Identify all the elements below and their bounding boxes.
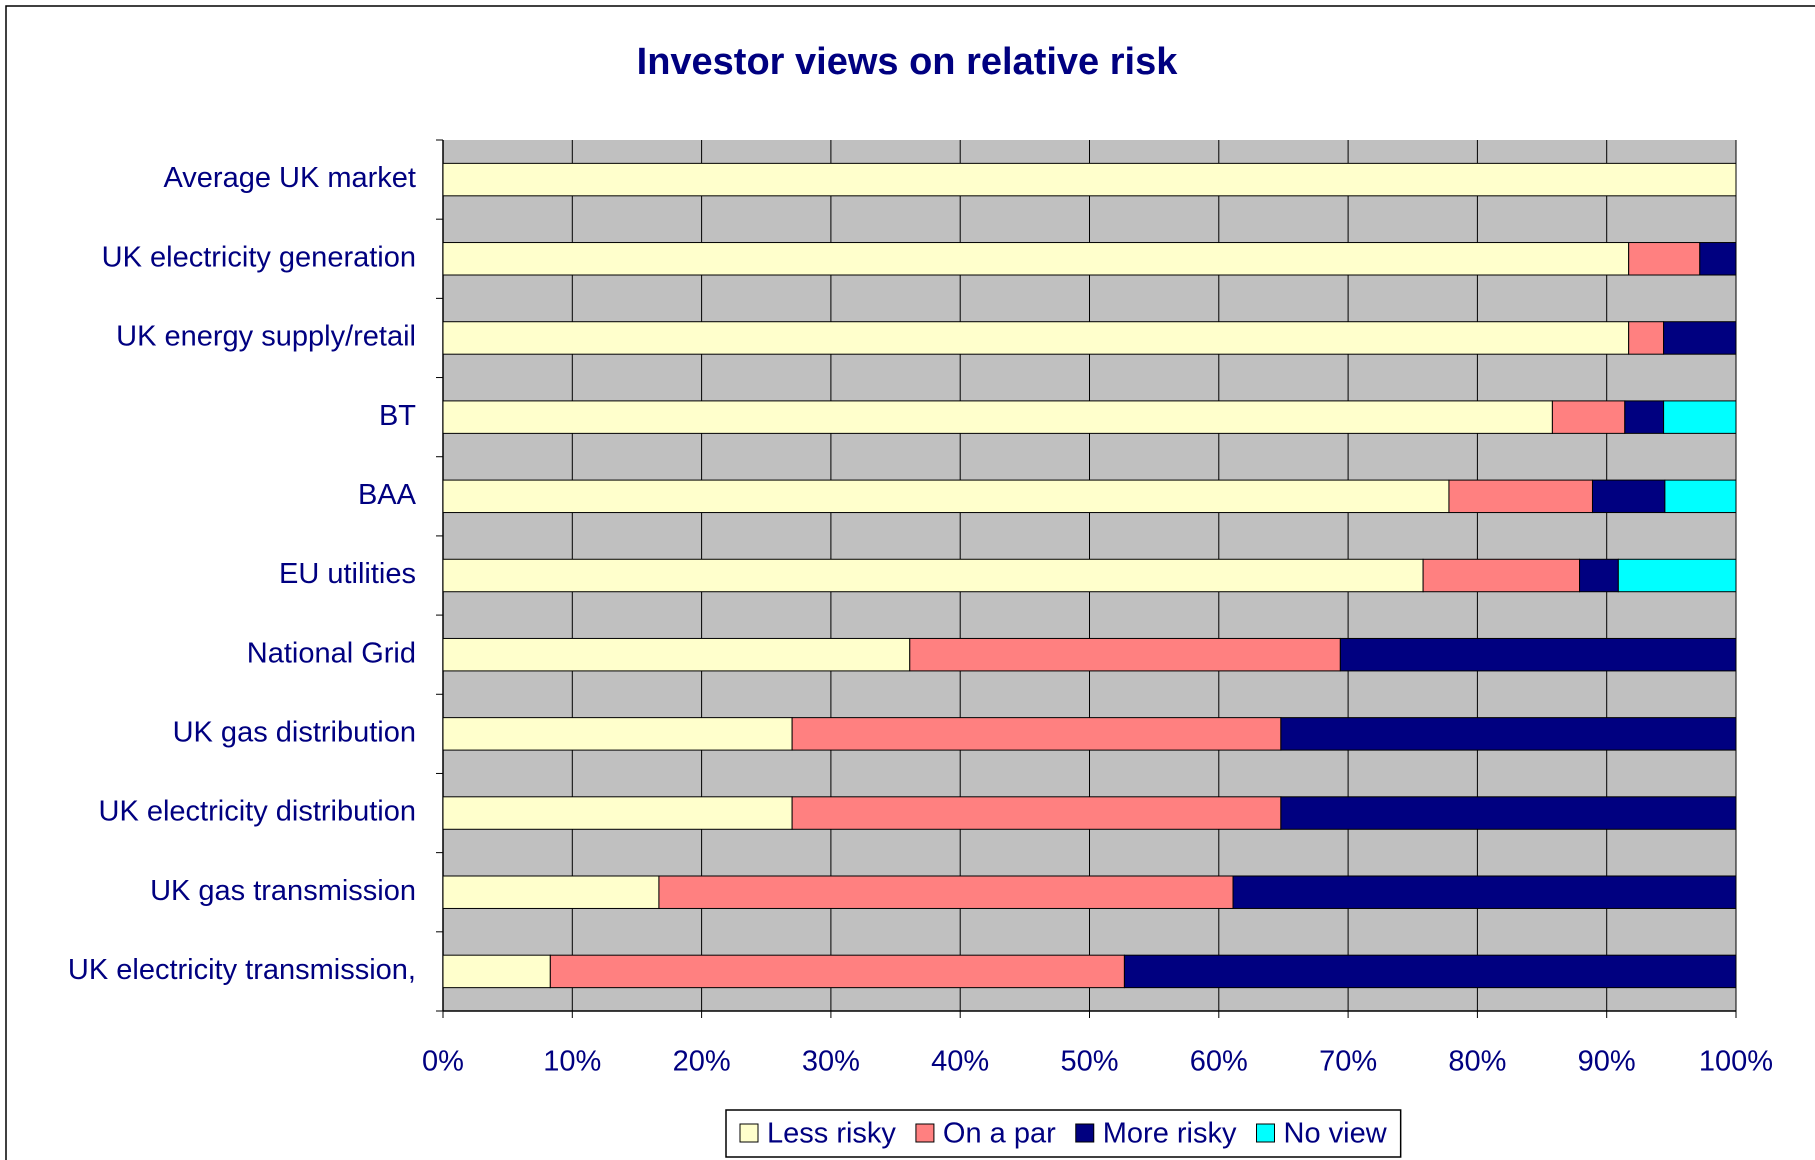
legend-box [725, 1109, 1402, 1158]
bar-segment [442, 717, 793, 751]
bar-segment [442, 875, 660, 909]
bar-segment [1422, 558, 1581, 593]
y-tick-label: Average UK market [163, 162, 416, 194]
bar-segment [1699, 242, 1737, 276]
y-tick-label: National Grid [247, 637, 416, 669]
x-tick-label: 70% [1319, 1046, 1377, 1078]
bar-segment [442, 321, 1630, 355]
y-tick-label: UK energy supply/retail [116, 321, 416, 353]
y-tick-label: UK electricity transmission, [68, 954, 416, 986]
legend-swatch [739, 1123, 759, 1143]
bar-segment [1624, 400, 1665, 434]
legend-label: Less risky [767, 1118, 896, 1150]
chart-title: Investor views on relative risk [637, 41, 1179, 83]
bar-segment [1664, 479, 1737, 514]
legend-swatch [1256, 1123, 1275, 1143]
x-tick-label: 0% [422, 1046, 464, 1078]
x-tick-label: 60% [1190, 1046, 1248, 1078]
bar-segment [442, 242, 1630, 276]
y-tick-label: BT [379, 400, 416, 432]
bar-segment [1628, 321, 1665, 355]
x-tick-label: 80% [1448, 1046, 1506, 1078]
x-tick-label: 90% [1578, 1046, 1636, 1078]
x-tick-label: 30% [802, 1046, 860, 1078]
bar-segment [1280, 717, 1737, 751]
legend-swatch [1075, 1123, 1095, 1143]
bar-segment [1339, 637, 1737, 672]
y-tick-label: EU utilities [279, 558, 416, 590]
bar-segment [442, 796, 793, 830]
legend-label: On a par [943, 1118, 1056, 1150]
bar-segment [1448, 479, 1593, 514]
x-tick-label: 40% [931, 1046, 989, 1078]
bar-segment [1280, 796, 1737, 830]
bar-segment [1663, 400, 1737, 434]
x-tick-label: 50% [1060, 1046, 1118, 1078]
x-tick-label: 10% [543, 1046, 601, 1078]
bar-segment [442, 558, 1424, 593]
bar-segment [1663, 321, 1737, 355]
bar-segment [909, 637, 1341, 672]
bar-segment [1551, 400, 1626, 434]
legend-label: No view [1284, 1118, 1388, 1150]
bar-segment [442, 162, 1737, 197]
bar-segment [1123, 954, 1737, 989]
y-tick-label: UK gas transmission [150, 875, 416, 907]
bar-segment [791, 796, 1282, 830]
y-tick-label: UK gas distribution [173, 717, 416, 749]
bar-segment [658, 875, 1234, 909]
bar-segment [442, 479, 1450, 514]
bar-segment [1591, 479, 1666, 514]
legend-label: More risky [1103, 1118, 1237, 1150]
y-tick-label: BAA [358, 479, 417, 511]
bar-segment [442, 400, 1553, 434]
x-tick-label: 100% [1699, 1046, 1773, 1078]
bar-segment [1617, 558, 1737, 593]
bar-segment [442, 954, 551, 989]
legend-swatch [915, 1123, 935, 1143]
bar-segment [791, 717, 1282, 751]
bar-segment [549, 954, 1125, 989]
bar-segment [1579, 558, 1619, 593]
bar-segment [442, 637, 911, 672]
y-tick-label: UK electricity distribution [99, 796, 417, 828]
y-tick-label: UK electricity generation [102, 241, 416, 273]
x-tick-label: 20% [673, 1046, 731, 1078]
bar-segment [1628, 242, 1701, 276]
bar-segment [1232, 875, 1737, 909]
